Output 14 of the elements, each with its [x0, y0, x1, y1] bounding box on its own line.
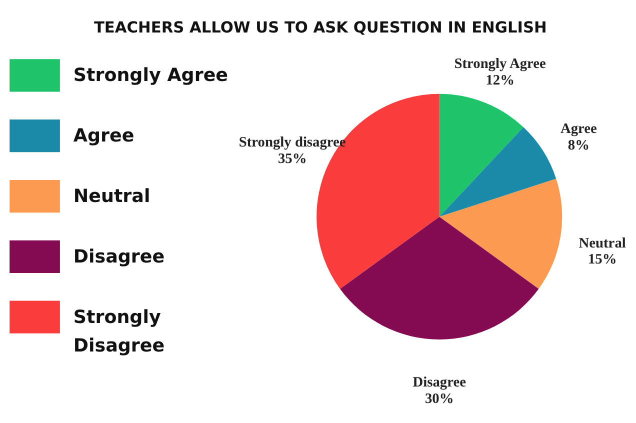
data-label: Strongly Agree 12% — [454, 56, 547, 88]
pie-slice — [439, 94, 524, 217]
data-label: Agree 8% — [560, 121, 598, 154]
legend-label: Neutral — [73, 186, 150, 208]
data-label: Disagree 30% — [412, 374, 467, 407]
pie-slice — [439, 178, 562, 289]
legend-label: Strongly Agree — [73, 65, 228, 86]
legend-label: Agree — [73, 126, 134, 147]
pie-slice — [340, 216, 539, 340]
legend-label: Disagree — [73, 246, 165, 268]
chart-title: TEACHERS ALLOW US TO ASK QUESTION IN ENGLISH — [94, 18, 547, 37]
data-label: Neutral 15% — [578, 235, 626, 268]
pie-slice — [439, 127, 556, 217]
legend-label: Strongly Disagree — [73, 306, 165, 357]
